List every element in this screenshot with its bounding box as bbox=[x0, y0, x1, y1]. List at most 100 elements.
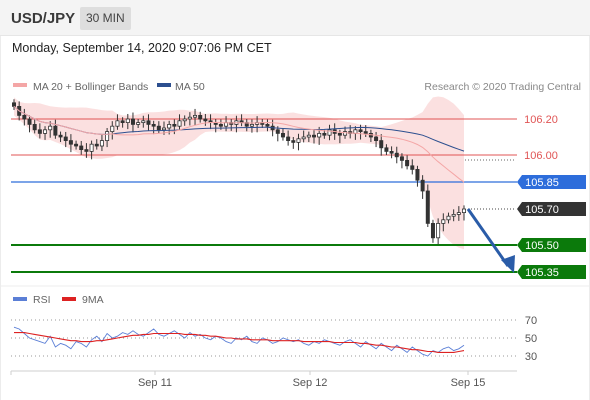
timeframe-button[interactable]: 30 MIN bbox=[80, 7, 131, 30]
rsi-level-label: 30 bbox=[525, 351, 537, 363]
support-tag-label: 105.35 bbox=[525, 267, 559, 279]
candle-body bbox=[193, 115, 198, 118]
candle-body bbox=[358, 129, 363, 133]
candle-body bbox=[451, 213, 456, 217]
candle-body bbox=[156, 125, 161, 131]
candle-body bbox=[425, 190, 430, 224]
candle-body bbox=[27, 118, 32, 125]
bollinger-legend-label: MA 20 + Bollinger Bands bbox=[33, 81, 148, 93]
rsi-ma-line bbox=[14, 332, 465, 353]
candle-body bbox=[58, 134, 63, 138]
support-tag-label: 105.50 bbox=[525, 240, 559, 252]
candle-body bbox=[110, 125, 115, 132]
time-label: Sep 15 bbox=[451, 377, 486, 389]
candle-body bbox=[280, 132, 285, 138]
candle-body bbox=[327, 129, 332, 136]
candle-body bbox=[410, 165, 415, 170]
candle-body bbox=[130, 118, 135, 125]
candle-body bbox=[456, 212, 461, 215]
research-credit: Research © 2020 Trading Central bbox=[424, 81, 581, 93]
candle-body bbox=[89, 143, 94, 152]
candle-body bbox=[379, 140, 384, 149]
candle-body bbox=[198, 115, 203, 120]
forecast-arrow-shaft bbox=[466, 208, 510, 267]
candle-body bbox=[203, 118, 208, 122]
bollinger-legend-swatch bbox=[13, 83, 27, 87]
candle-body bbox=[11, 102, 16, 107]
candle-body bbox=[94, 143, 99, 147]
candle-body bbox=[182, 118, 187, 122]
candle-body bbox=[146, 120, 151, 125]
candle-body bbox=[430, 222, 435, 239]
candle-body bbox=[172, 124, 177, 127]
candle-body bbox=[405, 159, 410, 167]
candle-body bbox=[105, 131, 110, 142]
candle-body bbox=[265, 124, 270, 127]
candle-body bbox=[187, 116, 192, 120]
candle-body bbox=[120, 120, 125, 124]
candle-body bbox=[43, 129, 48, 134]
candle-body bbox=[125, 118, 130, 123]
candle-body bbox=[363, 131, 368, 134]
candle-body bbox=[53, 125, 58, 136]
resistance-label: 106.20 bbox=[524, 114, 558, 126]
candle-body bbox=[394, 152, 399, 158]
candle-body bbox=[301, 136, 306, 140]
time-label: Sep 12 bbox=[293, 377, 328, 389]
ma50-legend-label: MA 50 bbox=[175, 81, 205, 93]
candle-body bbox=[311, 134, 316, 138]
candle-body bbox=[79, 145, 84, 150]
support-tag bbox=[517, 238, 586, 252]
candle-body bbox=[343, 131, 348, 136]
candle-body bbox=[74, 143, 79, 147]
chart-datetime: Monday, September 14, 2020 9:07:06 PM CE… bbox=[12, 41, 272, 55]
candle-body bbox=[374, 136, 379, 141]
last-tag-label: 105.70 bbox=[525, 204, 559, 216]
candle-body bbox=[115, 120, 120, 127]
candle-body bbox=[306, 134, 311, 138]
candle-body bbox=[218, 124, 223, 127]
candle-body bbox=[446, 215, 451, 221]
candle-body bbox=[436, 222, 441, 239]
pivot-tag bbox=[517, 175, 586, 189]
candle-body bbox=[32, 124, 37, 131]
candle-body bbox=[317, 132, 322, 138]
support-tag bbox=[517, 265, 586, 279]
time-label: Sep 11 bbox=[138, 377, 172, 389]
candle-body bbox=[22, 115, 27, 120]
candle-body bbox=[161, 127, 166, 131]
top-bar: USD/JPY 30 MIN bbox=[0, 0, 590, 36]
candle-body bbox=[399, 156, 404, 161]
candle-body bbox=[275, 129, 280, 134]
candle-body bbox=[84, 149, 89, 152]
candle-body bbox=[415, 168, 420, 181]
resistance-label: 106.00 bbox=[524, 150, 558, 162]
candle-body bbox=[48, 125, 53, 131]
rsi-ma-legend-swatch bbox=[62, 297, 76, 301]
candle-body bbox=[136, 122, 141, 125]
ma20-line bbox=[13, 106, 465, 183]
candle-body bbox=[296, 138, 301, 143]
pivot-tag-label: 105.85 bbox=[525, 177, 559, 189]
candle-body bbox=[141, 120, 146, 124]
ma50-legend-swatch bbox=[157, 83, 171, 87]
candle-body bbox=[177, 120, 182, 127]
pair-title: USD/JPY bbox=[11, 10, 76, 27]
candle-body bbox=[37, 129, 42, 134]
candle-body bbox=[291, 140, 296, 143]
last-tag bbox=[517, 202, 586, 216]
candle-body bbox=[286, 136, 291, 141]
candle-body bbox=[167, 124, 172, 129]
candle-body bbox=[441, 219, 446, 224]
rsi-legend-swatch bbox=[13, 297, 27, 301]
candle-body bbox=[99, 140, 104, 147]
candle-body bbox=[249, 124, 254, 127]
rsi-legend-label: RSI bbox=[33, 294, 51, 306]
candle-body bbox=[63, 136, 68, 141]
candle-body bbox=[322, 132, 327, 136]
candle-body bbox=[68, 140, 73, 145]
rsi-ma-legend-label: 9MA bbox=[82, 294, 104, 306]
candle-body bbox=[461, 208, 466, 213]
rsi-level-label: 50 bbox=[525, 333, 537, 345]
